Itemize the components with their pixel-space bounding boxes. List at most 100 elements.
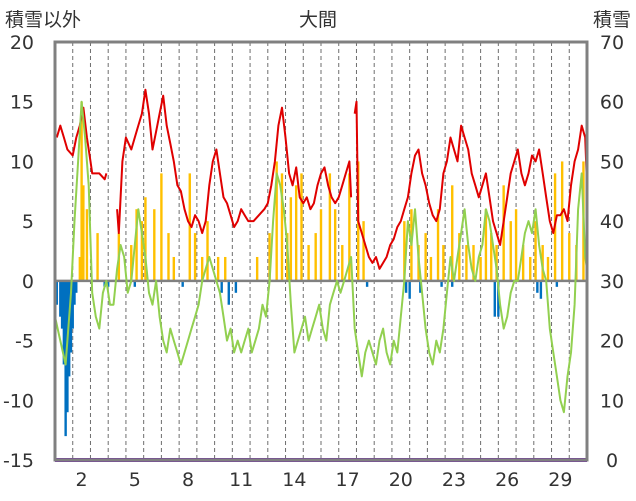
x-tick-label: 8	[182, 469, 194, 491]
orange-bar	[172, 256, 176, 281]
right-axis-label: 積雪	[593, 9, 631, 31]
x-tick-label: 23	[442, 469, 466, 491]
orange-bar	[135, 209, 138, 281]
orange-bar	[307, 245, 310, 281]
orange-bar	[514, 209, 518, 281]
blue-bar	[73, 280, 76, 305]
orange-bar	[80, 101, 83, 281]
blue-bar	[408, 280, 411, 299]
orange-bar	[341, 245, 344, 281]
orange-bar	[280, 173, 284, 281]
right-tick-label: 60	[600, 92, 624, 114]
orange-bar	[568, 233, 571, 281]
blue-bar	[62, 280, 66, 365]
chart-title: 大間	[299, 9, 337, 31]
left-tick-label: -10	[3, 390, 34, 412]
orange-bar	[451, 185, 454, 281]
left-tick-label: 0	[22, 271, 34, 293]
left-tick-label: -5	[15, 331, 34, 353]
orange-bar	[546, 256, 550, 281]
orange-bar	[502, 185, 505, 281]
orange-bar	[314, 233, 317, 281]
orange-bar	[429, 256, 433, 281]
orange-bar	[465, 245, 468, 281]
x-tick-label: 17	[336, 469, 360, 491]
orange-bar	[509, 221, 512, 281]
left-tick-label: 10	[10, 151, 34, 173]
plot-frame	[53, 40, 589, 462]
orange-bar	[479, 256, 482, 281]
blue-bar	[227, 280, 230, 305]
orange-bar	[328, 173, 332, 281]
orange-bar	[362, 221, 365, 281]
x-tick-label: 2	[76, 469, 88, 491]
orange-bar	[78, 256, 82, 281]
orange-bar	[319, 209, 323, 281]
right-tick-label: 40	[600, 211, 624, 233]
orange-bar	[458, 233, 461, 281]
blue-bar	[60, 280, 64, 329]
right-tick-label: 0	[606, 450, 618, 472]
blue-bar	[107, 280, 110, 287]
blue-bar	[404, 280, 408, 293]
orange-bar	[403, 221, 406, 281]
right-tick-label: 50	[600, 151, 624, 173]
left-tick-label: 15	[10, 92, 34, 114]
green-series-line	[54, 100, 588, 414]
orange-bar	[140, 221, 144, 281]
x-tick-label: 29	[548, 469, 572, 491]
orange-bar	[442, 245, 445, 281]
orange-bar	[255, 256, 259, 281]
x-tick-label: 5	[129, 469, 141, 491]
orange-bar	[96, 233, 99, 281]
right-tick-label: 10	[600, 390, 624, 412]
blue-bar	[365, 280, 369, 287]
orange-bar	[193, 233, 197, 281]
blue-bar	[493, 280, 496, 317]
blue-bar	[220, 280, 223, 293]
orange-bar	[529, 256, 532, 281]
blue-bar	[59, 280, 62, 317]
blue-bar	[555, 280, 559, 287]
orange-bar	[167, 233, 170, 281]
blue-bar	[440, 280, 443, 287]
orange-bar	[206, 221, 209, 281]
orange-bar	[153, 209, 156, 281]
orange-bar	[560, 161, 564, 281]
orange-bar	[85, 209, 89, 281]
orange-bar	[224, 256, 227, 281]
orange-bar	[144, 197, 147, 281]
orange-bar	[130, 245, 133, 281]
right-tick-label: 70	[600, 32, 624, 54]
x-tick-label: 11	[229, 469, 253, 491]
blue-bar	[55, 280, 58, 305]
blue-bar	[69, 280, 73, 353]
orange-bar	[436, 209, 440, 281]
right-tick-label: 20	[600, 331, 624, 353]
orange-bar	[200, 256, 204, 281]
orange-bar	[333, 209, 337, 281]
orange-bar	[188, 173, 191, 281]
orange-bar	[484, 209, 488, 281]
left-axis-label: 積雪以外	[5, 9, 81, 31]
blue-bar	[451, 280, 454, 287]
blue-bar	[234, 280, 238, 293]
blue-bar	[539, 280, 543, 299]
orange-bar	[534, 221, 537, 281]
orange-bar	[289, 197, 293, 281]
x-tick-label: 20	[389, 469, 413, 491]
left-tick-label: -15	[3, 450, 34, 472]
right-tick-label: 30	[600, 271, 624, 293]
orange-bar	[82, 185, 85, 281]
orange-bar	[521, 245, 525, 281]
orange-bar	[348, 173, 351, 281]
blue-bar	[133, 280, 136, 287]
x-tick-label: 14	[282, 469, 306, 491]
orange-bar	[490, 233, 493, 281]
blue-bar	[181, 280, 184, 287]
orange-bar	[300, 173, 303, 281]
orange-bar	[275, 161, 278, 281]
blue-bar	[419, 280, 422, 293]
blue-bar	[536, 280, 539, 293]
